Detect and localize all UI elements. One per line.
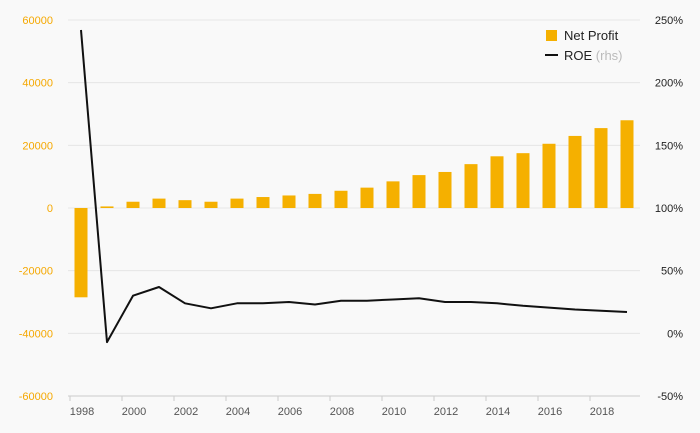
bar-2000 bbox=[126, 201, 140, 208]
right-tick-label: 250% bbox=[655, 15, 683, 27]
roe-line bbox=[80, 29, 628, 344]
left-tick-label: 40000 bbox=[22, 78, 53, 90]
x-tick-label: 2014 bbox=[486, 406, 510, 418]
right-tick-label: 200% bbox=[655, 78, 683, 90]
x-tick-label: 1998 bbox=[70, 406, 94, 418]
x-tick-label: 2002 bbox=[174, 406, 198, 418]
bar-2006 bbox=[282, 195, 296, 208]
x-tick-label: 2010 bbox=[382, 406, 406, 418]
right-tick-label: 100% bbox=[655, 203, 683, 215]
svg-text:ROE (rhs): ROE (rhs) bbox=[564, 48, 623, 63]
x-tick-label: 2006 bbox=[278, 406, 302, 418]
bar-2013 bbox=[464, 164, 478, 208]
x-tick-label: 2000 bbox=[122, 406, 146, 418]
bar-2014 bbox=[490, 156, 504, 208]
bar-2008 bbox=[334, 190, 348, 208]
right-tick-label: 50% bbox=[661, 266, 683, 278]
bar-series-net-profit bbox=[74, 120, 634, 298]
bar-2018 bbox=[594, 128, 608, 208]
bar-2001 bbox=[152, 198, 166, 208]
right-axis-ticks: 250% 200% 150% 100% 50% 0% -50% bbox=[655, 15, 683, 403]
bar-2009 bbox=[360, 187, 374, 208]
x-tick-label: 2008 bbox=[330, 406, 354, 418]
x-tick-label: 2004 bbox=[226, 406, 250, 418]
right-tick-label: 150% bbox=[655, 140, 683, 152]
left-tick-label: -20000 bbox=[19, 266, 53, 278]
x-tick-label: 2012 bbox=[434, 406, 458, 418]
bar-2002 bbox=[178, 200, 192, 208]
legend-label-roe: ROE bbox=[564, 48, 593, 63]
right-tick-label: -50% bbox=[657, 391, 683, 403]
left-tick-label: 20000 bbox=[22, 140, 53, 152]
bar-2011 bbox=[412, 175, 426, 208]
left-tick-label: -40000 bbox=[19, 328, 53, 340]
right-tick-label: 0% bbox=[667, 328, 683, 340]
x-axis-ticks: 1998 2000 2002 2004 2006 2008 2010 2012 2014 2016… bbox=[69, 396, 614, 418]
x-tick-label: 2018 bbox=[590, 406, 614, 418]
bar-2016 bbox=[542, 143, 556, 208]
bar-2015 bbox=[516, 153, 530, 208]
bar-2003 bbox=[204, 201, 218, 208]
left-axis-ticks: 60000 40000 20000 0 -20000 -40000 -60000 bbox=[19, 15, 53, 403]
bar-2007 bbox=[308, 193, 322, 208]
bar-1998 bbox=[74, 208, 88, 298]
left-tick-label: 0 bbox=[47, 203, 53, 215]
line-series-roe bbox=[80, 29, 628, 344]
legend-label-net-profit: Net Profit bbox=[564, 28, 619, 43]
legend-label-roe-note: (rhs) bbox=[596, 48, 623, 63]
left-tick-label: -60000 bbox=[19, 391, 53, 403]
bar-2005 bbox=[256, 197, 270, 208]
left-tick-label: 60000 bbox=[22, 15, 53, 27]
x-tick-label: 2016 bbox=[538, 406, 562, 418]
bar-2012 bbox=[438, 171, 452, 208]
bar-2010 bbox=[386, 181, 400, 208]
bar-2017 bbox=[568, 135, 582, 208]
legend-marker-net-profit bbox=[546, 30, 557, 41]
bar-2004 bbox=[230, 198, 244, 208]
legend: Net Profit ROE (rhs) bbox=[545, 28, 623, 63]
bar-2019 bbox=[620, 120, 634, 208]
bar-1999 bbox=[100, 206, 114, 208]
